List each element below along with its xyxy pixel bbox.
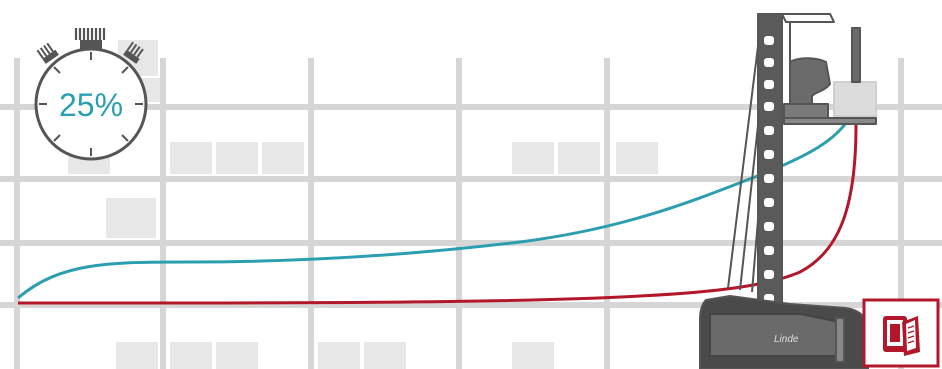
storage-boxes [68, 40, 658, 369]
manual-badge[interactable] [862, 298, 940, 368]
truck-logo: Linde [774, 334, 799, 345]
red-curve [17, 124, 858, 305]
timer-percent-label: 25% [59, 87, 123, 123]
reach-truck: Linde [699, 13, 877, 369]
stopwatch-icon: 25% [34, 28, 148, 161]
tablet-manual-icon [883, 316, 920, 356]
shelving-rack [0, 58, 942, 369]
